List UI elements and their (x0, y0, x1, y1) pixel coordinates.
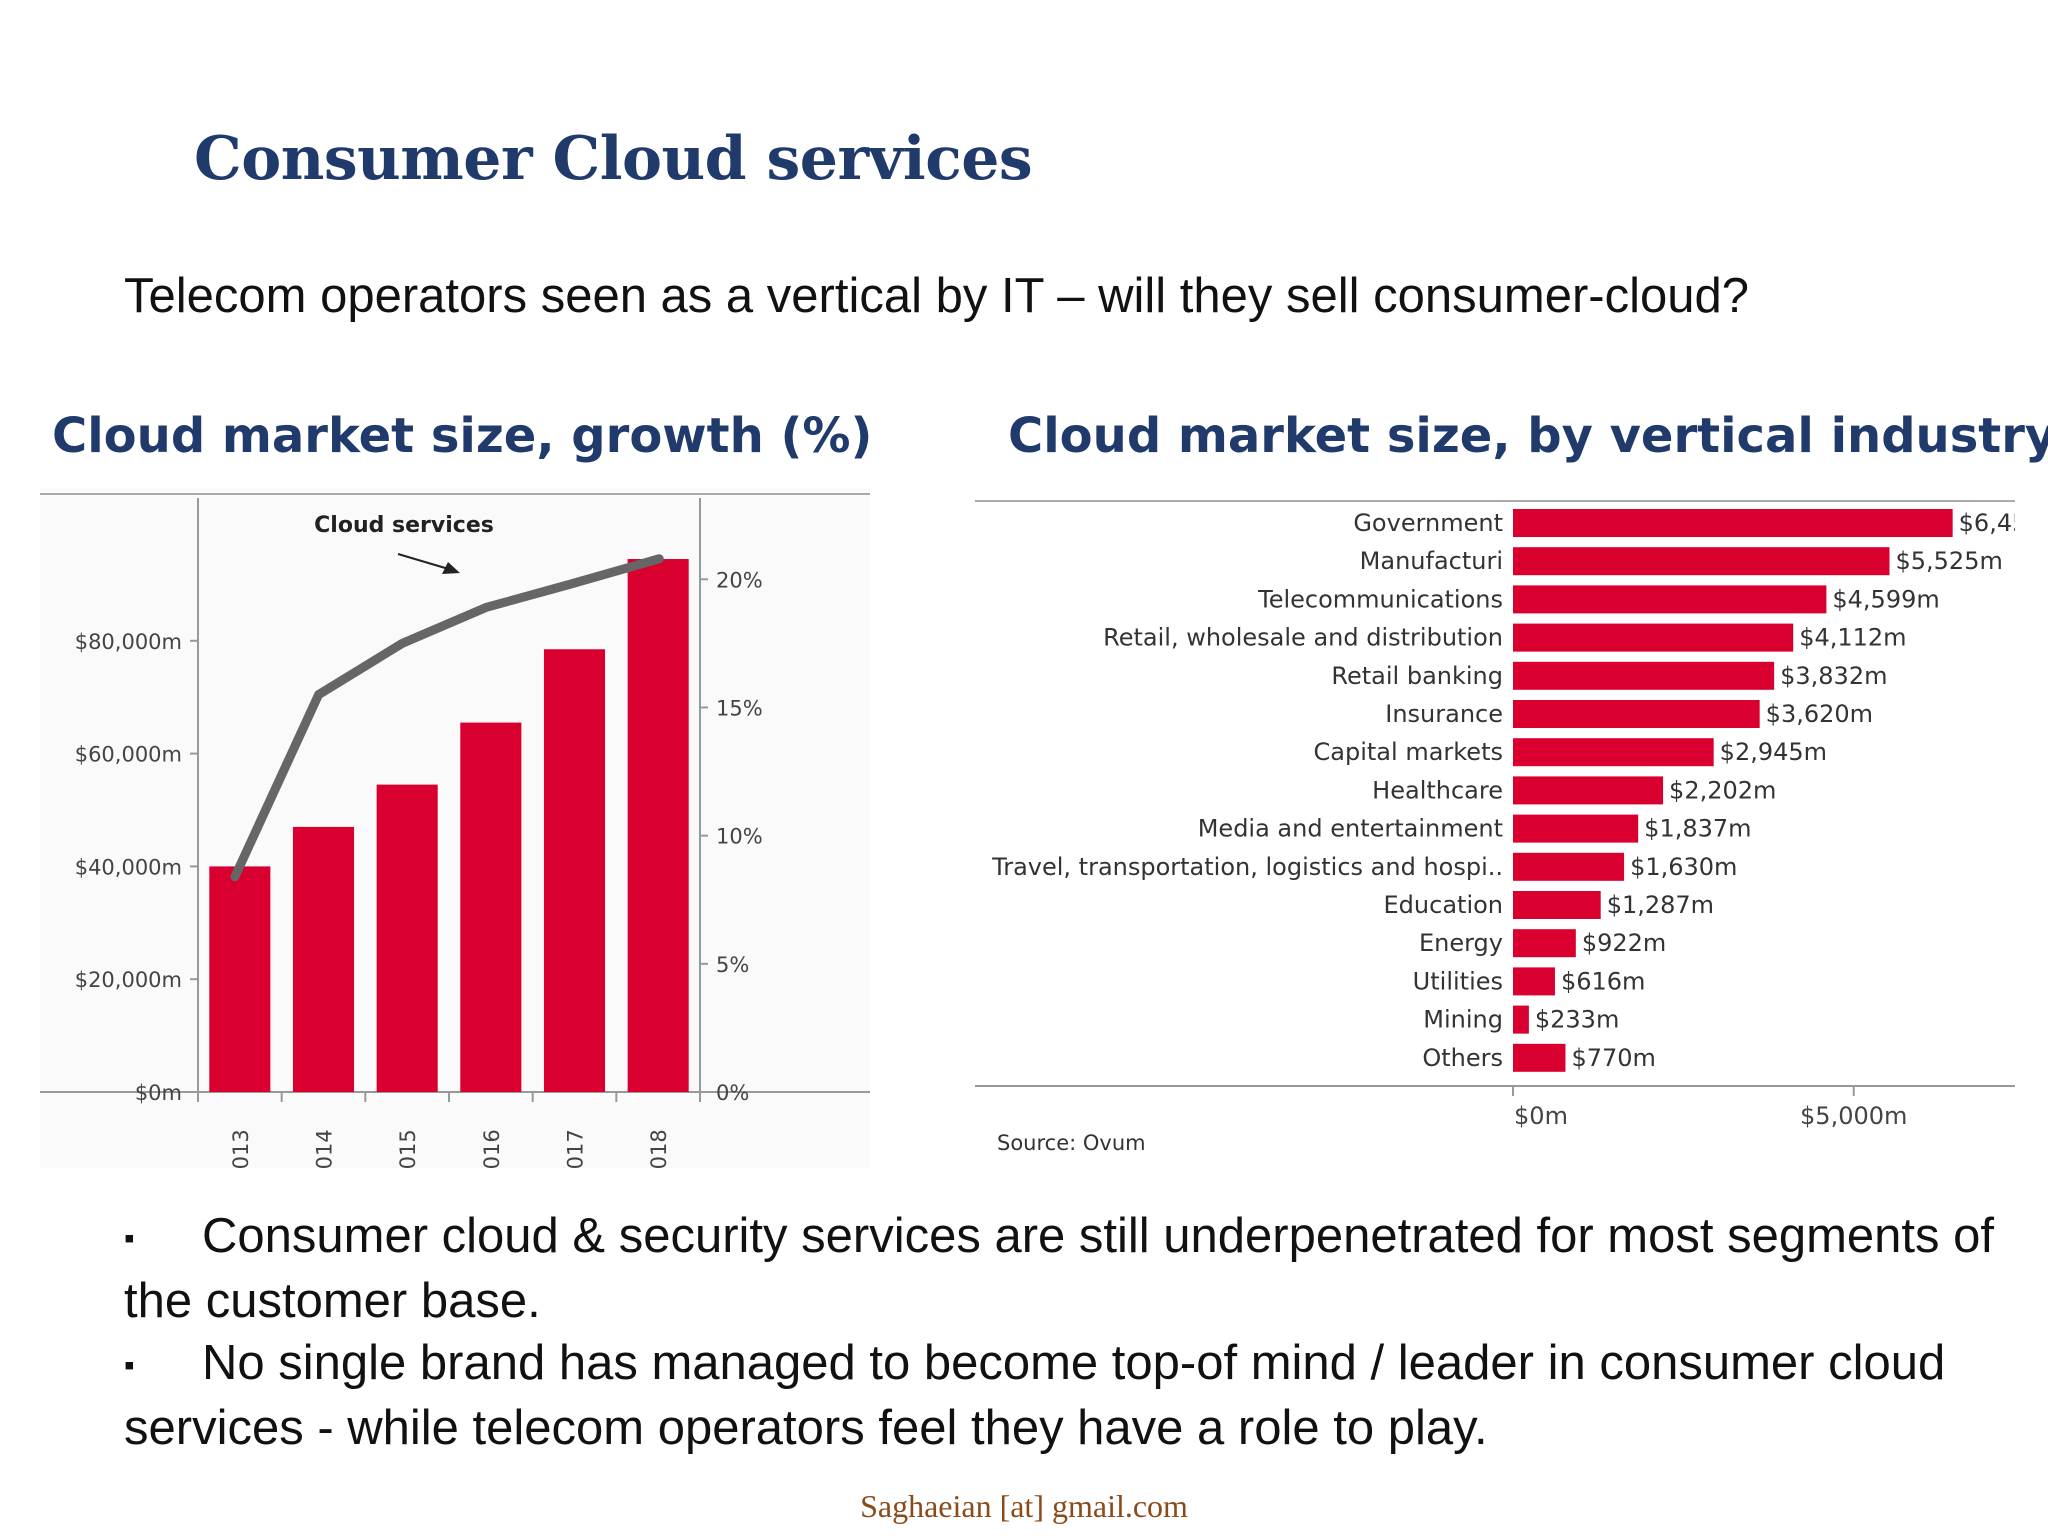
x-tick-label: 2013 (229, 1129, 253, 1168)
y2-tick-label: 5% (716, 953, 749, 977)
bar (1513, 623, 1794, 652)
slide-title: Consumer Cloud services (194, 124, 1033, 194)
chart-background (40, 488, 870, 1168)
category-label: Utilities (1413, 967, 1503, 995)
x-tick-label: 2017 (564, 1129, 588, 1168)
value-label: $1,837m (1644, 815, 1751, 843)
bar (1513, 891, 1601, 919)
bar (1513, 700, 1760, 728)
bar (1513, 776, 1664, 805)
y2-tick-label: 10% (716, 825, 763, 849)
bar (1513, 661, 1775, 690)
category-label: Retail, wholesale and distribution (1103, 624, 1503, 652)
value-label: $3,620m (1766, 700, 1873, 728)
y2-tick-label: 0% (716, 1081, 749, 1105)
category-label: Travel, transportation, logistics and ho… (991, 853, 1503, 881)
bar (460, 722, 522, 1092)
bullet-square-icon: ▪ (124, 1349, 135, 1383)
value-label: $2,202m (1669, 776, 1776, 804)
value-label: $770m (1571, 1044, 1655, 1072)
bar (376, 784, 438, 1092)
bullet-item: ▪ Consumer cloud & security services are … (124, 1205, 2004, 1332)
bullet-text: Consumer cloud & security services are s… (124, 1209, 1995, 1329)
category-label: Insurance (1385, 700, 1503, 728)
bar (1513, 585, 1827, 614)
bar (1513, 1005, 1529, 1034)
bar (1513, 852, 1625, 881)
source-note: Source: Ovum (997, 1131, 1146, 1155)
category-label: Others (1422, 1044, 1503, 1072)
category-label: Healthcare (1372, 776, 1503, 804)
value-label: $616m (1561, 967, 1645, 995)
bar (543, 649, 606, 1092)
bar (1513, 1043, 1566, 1072)
value-label: $4,599m (1832, 585, 1939, 613)
bar (627, 559, 689, 1092)
bullet-square-icon: ▪ (124, 1222, 135, 1256)
y-tick-label: $0m (135, 1081, 182, 1105)
x-tick-label: 2018 (647, 1129, 671, 1168)
bar (1513, 738, 1714, 767)
y2-tick-label: 15% (716, 696, 763, 720)
bullet-list: ▪ Consumer cloud & security services are … (124, 1205, 2004, 1459)
value-label: $1,287m (1607, 891, 1714, 919)
footer-contact: Saghaeian [at] gmail.com (860, 1488, 1188, 1524)
value-label: $922m (1582, 929, 1666, 957)
value-label: $4,112m (1799, 624, 1906, 652)
category-label: Energy (1419, 929, 1503, 957)
line-annotation: Cloud services (314, 513, 494, 538)
y-tick-label: $80,000m (75, 630, 182, 654)
growth-chart: $0m $20,000m $40,000m $60,000m $80,000m 0% 5% 1… (40, 488, 870, 1168)
value-label: $6,452m (1959, 509, 2015, 537)
vertical-chart-title: Cloud market size, by vertical industry (1008, 408, 2048, 464)
x-tick-label: 2016 (480, 1129, 504, 1168)
bullet-text: No single brand has managed to become to… (124, 1336, 1946, 1456)
slide-subtitle: Telecom operators seen as a vertical by … (124, 269, 1749, 323)
y-tick-label: $60,000m (75, 743, 182, 767)
vertical-industry-chart: Government $6,452m Manufacturi $5,525m Telec… (975, 500, 2015, 1155)
value-label: $3,832m (1780, 662, 1887, 690)
x-tick-label: 2014 (313, 1129, 337, 1168)
bar (1513, 929, 1576, 958)
category-label: Government (1353, 509, 1503, 537)
bar (1513, 547, 1890, 576)
category-label: Manufacturi (1360, 547, 1503, 575)
value-label: $233m (1535, 1006, 1619, 1034)
annotation-arrow-head (442, 562, 460, 574)
bar (1513, 814, 1639, 843)
category-label: Mining (1423, 1006, 1503, 1034)
value-label: $1,630m (1630, 853, 1737, 881)
category-label: Education (1384, 891, 1503, 919)
bar (209, 866, 271, 1092)
y-tick-label: $40,000m (75, 855, 182, 879)
bar (292, 826, 355, 1092)
growth-chart-title: Cloud market size, growth (%) (52, 408, 873, 464)
category-label: Capital markets (1314, 738, 1503, 766)
category-label: Media and entertainment (1198, 815, 1503, 843)
y2-tick-label: 20% (716, 568, 763, 592)
category-label: Telecommunications (1257, 585, 1503, 613)
value-label: $2,945m (1720, 738, 1827, 766)
x-tick-label: 2015 (396, 1129, 420, 1168)
x-tick-label: $5,000m (1800, 1102, 1907, 1130)
bullet-item: ▪ No single brand has managed to become t… (124, 1332, 2004, 1459)
y-tick-label: $20,000m (75, 968, 182, 992)
value-label: $5,525m (1895, 547, 2002, 575)
bar (1513, 967, 1555, 996)
annotation-arrow-shaft (397, 553, 453, 571)
growth-line (230, 554, 664, 882)
category-label: Retail banking (1331, 662, 1503, 690)
bar (1513, 509, 1953, 537)
x-tick-label: $0m (1514, 1102, 1568, 1130)
